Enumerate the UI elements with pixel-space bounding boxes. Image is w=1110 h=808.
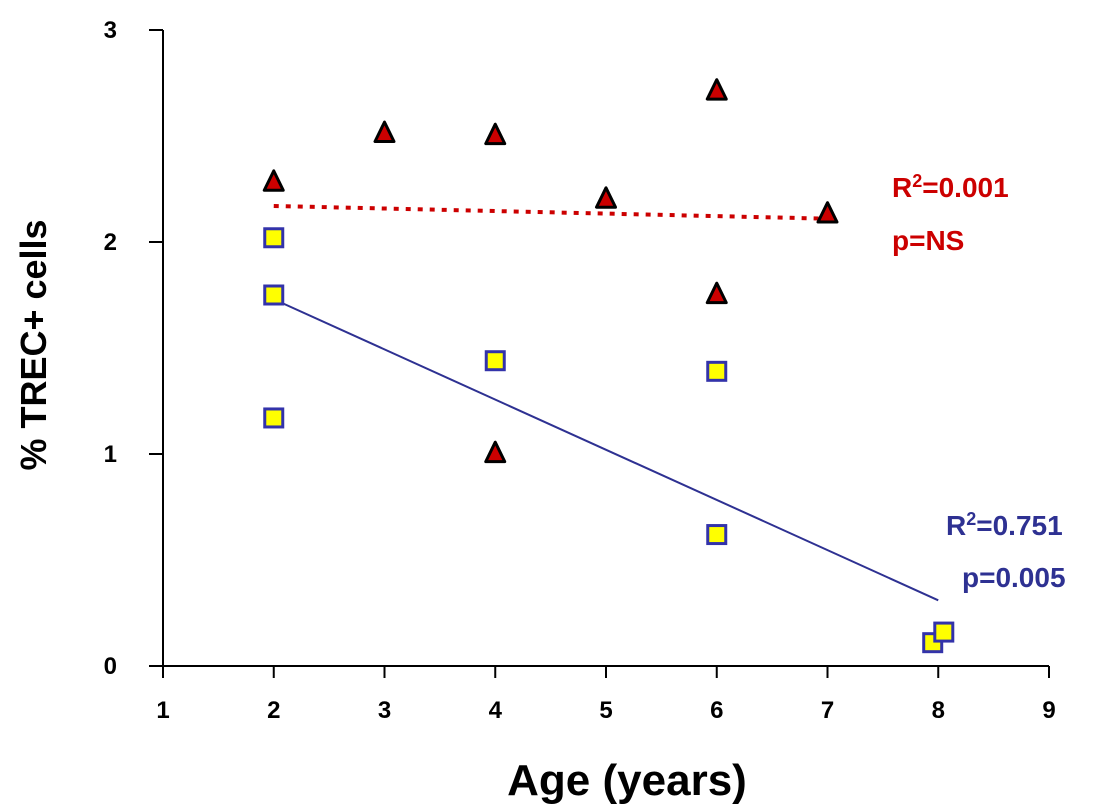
triangle-point	[484, 440, 507, 464]
data-points	[262, 78, 955, 654]
x-axis-title: Age (years)	[507, 756, 747, 805]
y-tick-label: 0	[104, 653, 117, 680]
trendlines	[273, 203, 939, 602]
square-point	[484, 350, 506, 372]
x-tick-label: 5	[599, 697, 612, 724]
x-tick-label: 6	[710, 697, 723, 724]
triangle-point	[595, 186, 617, 209]
square-point	[933, 621, 955, 643]
triangle-point	[262, 169, 285, 192]
trendline	[273, 203, 828, 221]
triangle-point	[705, 281, 728, 305]
y-axis-title: % TREC+ cells	[13, 219, 54, 470]
y-tick-label: 1	[104, 441, 117, 468]
p-value-label: p=0.005	[962, 562, 1066, 593]
x-tick-label: 1	[156, 697, 169, 724]
axes: 1 2 3 4 5 6 7 8 9 0 1 2 3	[104, 17, 1056, 724]
annotations: R2=0.001 p=NS R2=0.751 p=0.005	[892, 171, 1066, 593]
y-tick-label: 3	[104, 17, 117, 44]
x-tick-label: 7	[821, 697, 834, 724]
x-tick-label: 3	[378, 697, 391, 724]
square-point	[706, 524, 728, 546]
x-tick-label: 2	[267, 697, 280, 724]
triangle-point	[705, 78, 728, 101]
x-tick-label: 9	[1042, 697, 1055, 724]
x-tick-label: 8	[932, 697, 945, 724]
square-point	[706, 360, 728, 382]
square-point	[263, 407, 285, 429]
square-point	[263, 227, 285, 249]
r-squared-label: R2=0.001	[892, 171, 1009, 203]
p-value-label: p=NS	[892, 225, 964, 256]
y-tick-label: 2	[104, 229, 117, 256]
square-point	[263, 284, 285, 306]
triangle-point	[484, 122, 507, 146]
triangle-point	[816, 201, 839, 224]
trendline	[273, 298, 939, 602]
r-squared-label: R2=0.751	[946, 509, 1063, 541]
triangle-point	[373, 120, 396, 143]
x-tick-label: 4	[489, 697, 503, 724]
